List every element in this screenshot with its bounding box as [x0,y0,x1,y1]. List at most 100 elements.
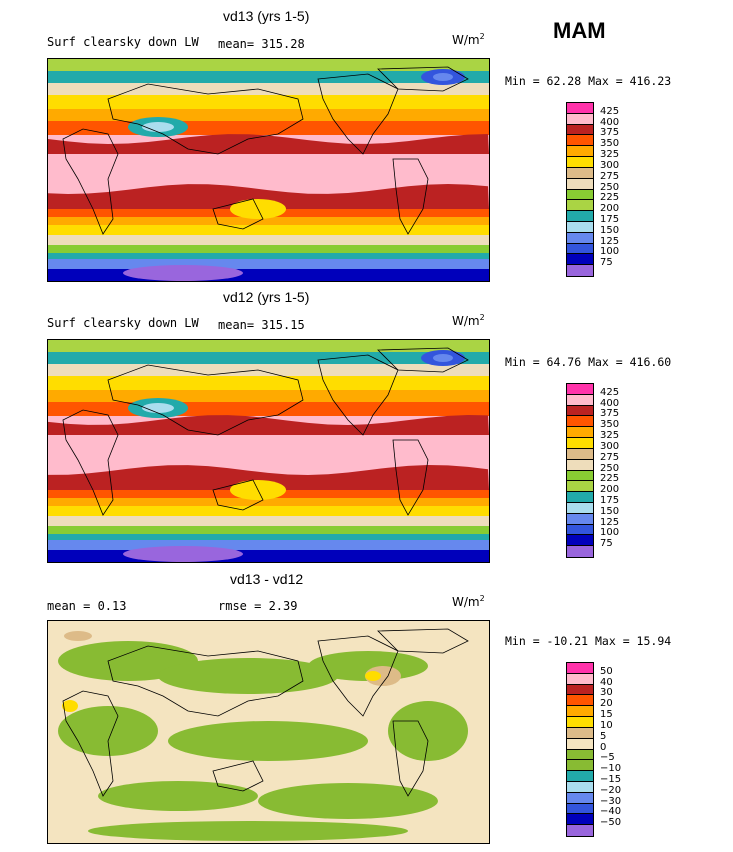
contour-band [48,540,489,550]
colorbar-swatch [567,492,593,503]
panel-1-mean: mean= 315.28 [218,37,305,51]
colorbar-swatch [567,760,593,772]
colorbar-tick-label: 425 [600,105,620,117]
colorbar-tick-label: −30 [600,795,622,807]
coastline [212,479,264,511]
colorbar-swatch [567,200,593,212]
contour-patch [433,73,453,81]
colorbar-tick-label: 125 [600,516,620,528]
contour-band [48,225,489,235]
panel-1-minmax: Min = 62.28 Max = 416.23 [505,74,672,88]
contour-band [48,95,489,109]
colorbar-tick-label: −10 [600,763,622,775]
panel-2-title: vd12 (yrs 1-5) [223,289,310,305]
contour-band [48,184,489,209]
colorbar-tick-label: 20 [600,698,613,710]
colorbar-tick-label: 250 [600,181,620,193]
colorbar-tick-label: 425 [600,386,620,398]
coastline [62,690,119,797]
colorbar-tick-label: 300 [600,440,620,452]
colorbar-tick-label: 200 [600,203,620,215]
contour-patch [168,721,368,761]
colorbar-tick-label: 350 [600,419,620,431]
colorbar-swatch [567,113,593,125]
colorbar-tick-label: 175 [600,494,620,506]
colorbar-tick-label: 75 [600,538,613,550]
contour-band [48,516,489,526]
colorbar-swatch [567,243,593,255]
coastline [377,347,469,373]
contour-band [48,259,489,269]
colorbar-swatch [567,792,593,804]
coastline [392,720,429,797]
contour-band [48,217,489,225]
colorbar-swatch [567,663,593,674]
contour-band [48,534,489,540]
colorbar-tick-label: 225 [600,473,620,485]
colorbar-tick-label: 200 [600,484,620,496]
colorbar-swatch [567,481,593,493]
colorbar-swatch [567,524,593,536]
colorbar-tick-label: −5 [600,752,615,764]
colorbar-swatch [567,749,593,761]
contour-patch [388,701,468,761]
contour-patch [365,671,381,681]
contour-band [48,550,489,562]
colorbar-swatch [567,438,593,449]
coastline [212,198,264,230]
colorbar-swatch [567,803,593,815]
colorbar-swatch [567,232,593,244]
contour-band [48,526,489,534]
colorbar-swatch [567,124,593,136]
colorbar-tick-label: 0 [600,741,607,753]
colorbar-swatch [567,427,593,439]
panel-3-rmse: rmse = 2.39 [218,599,298,613]
colorbar-swatch [567,384,593,395]
season-label: MAM [553,18,606,43]
colorbar-tick-label: 300 [600,159,620,171]
colorbar-tick-label: 150 [600,224,620,236]
contour-band [48,465,489,490]
coastline [107,364,304,436]
colorbar-swatch [567,103,593,114]
colorbar-swatch [567,448,593,460]
colorbar-swatch [567,814,593,826]
colorbar-swatch [567,513,593,525]
colorbar-swatch [567,157,593,168]
colorbar-tick-label: 10 [600,719,613,731]
coastline [377,628,469,654]
contour-band [48,376,489,390]
contour-patch [365,666,401,686]
colorbar-swatch [567,189,593,201]
panel-2-variable-label: Surf clearsky down LW [47,316,199,330]
colorbar-tick-label: 40 [600,676,613,688]
colorbar-tick-label: 100 [600,527,620,539]
colorbar-tick-label: 400 [600,116,620,128]
coastline [107,645,304,717]
coastline [392,158,429,235]
panel-2-units: W/m2 [452,313,485,328]
colorbar-swatch [567,146,593,158]
contour-band [48,71,489,83]
panel-2-colorbar [566,383,594,558]
colorbar-swatch [567,546,593,557]
coastline [62,409,119,516]
contour-patch [158,658,338,694]
panel-3-title: vd13 - vd12 [230,571,304,587]
colorbar-swatch [567,459,593,471]
colorbar-swatch [567,825,593,836]
panel-1-title: vd13 (yrs 1-5) [223,8,310,24]
colorbar-swatch [567,502,593,514]
coastline [377,66,469,92]
contour-patch [142,403,174,413]
contour-patch [62,700,78,712]
contour-band [48,364,489,376]
colorbar-tick-label: 275 [600,170,620,182]
coastline [317,354,399,436]
panel-1-variable-label: Surf clearsky down LW [47,35,199,49]
contour-patch [64,631,92,641]
coastline [212,760,264,792]
colorbar-tick-label: 150 [600,505,620,517]
colorbar-swatch [567,416,593,428]
colorbar-swatch [567,221,593,233]
